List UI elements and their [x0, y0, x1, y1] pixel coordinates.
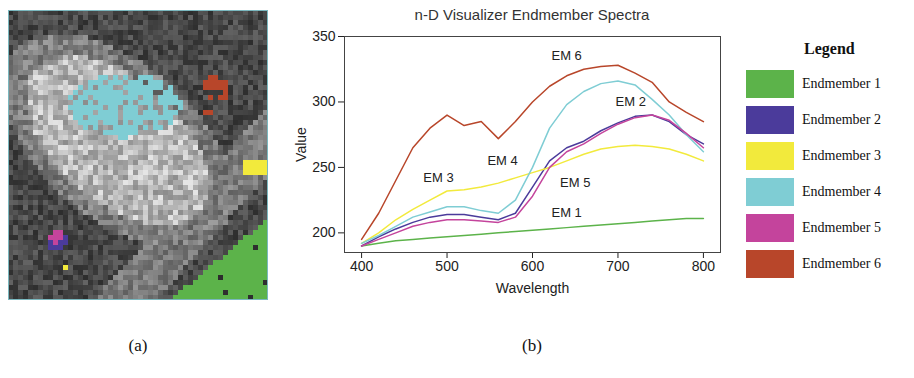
- svg-text:300: 300: [312, 93, 336, 109]
- html-text:(b): (b): [522, 336, 542, 355]
- svg-text:800: 800: [692, 258, 716, 274]
- svg-text:350: 350: [312, 28, 336, 44]
- html-text:Endmember 4: Endmember 4: [802, 184, 881, 199]
- svg-text:EM 1: EM 1: [552, 205, 582, 220]
- html-text:Endmember 2: Endmember 2: [802, 112, 881, 127]
- html-text:Endmember 6: Endmember 6: [802, 256, 881, 271]
- svg-text:Value: Value: [293, 127, 309, 162]
- svg-text:400: 400: [350, 258, 374, 274]
- svg-text:EM 5: EM 5: [560, 175, 590, 190]
- html-text:(a): (a): [128, 336, 148, 355]
- html-text:Legend: Legend: [804, 40, 855, 57]
- svg-text:700: 700: [606, 258, 630, 274]
- html-text:n-D Visualizer Endmember Spect: n-D Visualizer Endmember Spectra: [414, 6, 650, 23]
- svg-text:600: 600: [521, 258, 545, 274]
- svg-text:500: 500: [435, 258, 459, 274]
- html-text:Endmember 1: Endmember 1: [802, 76, 881, 91]
- svg-text:250: 250: [312, 159, 336, 175]
- html-text:Endmember 3: Endmember 3: [802, 148, 881, 163]
- svg-text:200: 200: [312, 224, 336, 240]
- html-text:Endmember 5: Endmember 5: [802, 220, 881, 235]
- svg-text:Wavelength: Wavelength: [496, 280, 569, 296]
- svg-text:EM 4: EM 4: [487, 153, 517, 168]
- svg-text:EM 3: EM 3: [423, 170, 453, 185]
- svg-text:EM 2: EM 2: [616, 94, 646, 109]
- svg-text:EM 6: EM 6: [552, 48, 582, 63]
